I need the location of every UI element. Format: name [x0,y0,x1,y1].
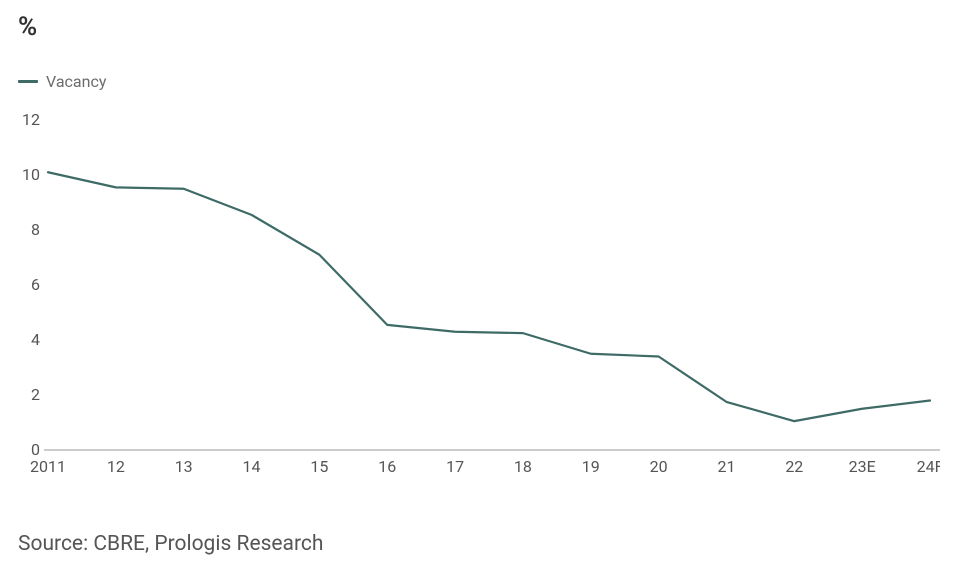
x-tick-label: 23E [849,457,876,476]
x-tick-label: 24F [917,457,940,476]
x-tick-label: 13 [175,457,193,476]
x-tick-label: 14 [243,457,261,476]
line-chart: 0246810122011121314151617181920212223E24… [18,110,940,480]
x-tick-label: 16 [378,457,396,476]
x-tick-label: 19 [582,457,600,476]
y-tick-label: 4 [31,330,40,349]
x-tick-label: 15 [310,457,328,476]
x-tick-label: 21 [717,457,735,476]
legend-label-vacancy: Vacancy [46,72,106,91]
x-tick-label: 22 [785,457,803,476]
y-tick-label: 12 [22,110,40,129]
legend-swatch-vacancy [18,80,38,83]
chart-container: % Vacancy 024681012201112131415161718192… [0,0,958,582]
y-axis-title: % [18,12,37,42]
y-tick-label: 10 [22,165,40,184]
series-line-vacancy [48,172,930,421]
x-tick-label: 18 [514,457,532,476]
legend: Vacancy [18,72,106,91]
y-tick-label: 2 [31,385,40,404]
y-tick-label: 6 [31,275,40,294]
x-tick-label: 20 [650,457,668,476]
x-tick-label: 2011 [30,457,66,476]
x-tick-label: 12 [107,457,125,476]
x-tick-label: 17 [446,457,464,476]
source-text: Source: CBRE, Prologis Research [18,532,323,556]
y-tick-label: 8 [31,220,40,239]
